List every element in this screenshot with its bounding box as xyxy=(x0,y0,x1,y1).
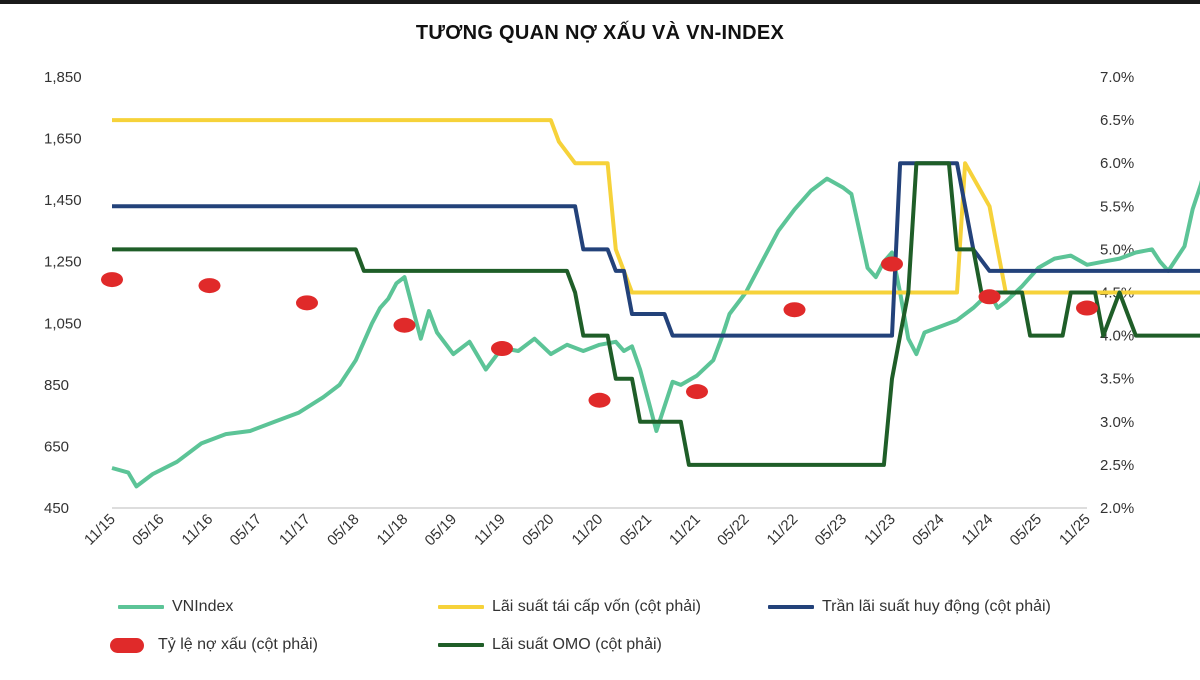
npl-point xyxy=(296,295,318,311)
npl-point xyxy=(393,317,416,333)
right-tick-label: 4.0% xyxy=(1100,328,1134,345)
npl-point xyxy=(881,256,903,272)
left-tick-label: 850 xyxy=(44,377,69,394)
left-axis-ticks: 1,850 1,650 1,450 1,250 1,050 850 650 450 xyxy=(44,69,82,517)
x-tick-label: 05/18 xyxy=(324,511,363,550)
npl-point xyxy=(686,384,708,400)
series-layer xyxy=(111,118,1200,489)
x-tick-label: 05/21 xyxy=(617,511,656,550)
right-tick-label: 2.0% xyxy=(1100,500,1134,517)
x-tick-label: 11/19 xyxy=(471,511,509,549)
x-tick-label: 11/23 xyxy=(861,511,899,549)
left-tick-label: 1,450 xyxy=(44,192,82,209)
right-axis-ticks: 7.0%6.5%6.0%5.5%5.0%4.5%4.0%3.5%3.0%2.5%… xyxy=(1100,69,1134,517)
right-tick-label: 2.5% xyxy=(1100,457,1134,474)
left-tick-label: 1,050 xyxy=(44,315,82,332)
npl-point xyxy=(198,278,221,294)
x-tick-label: 05/25 xyxy=(1007,511,1046,550)
series-vnindex-line xyxy=(111,176,1200,489)
x-tick-label: 05/24 xyxy=(909,511,948,550)
x-tick-label: 11/16 xyxy=(179,511,217,549)
x-tick-label: 05/16 xyxy=(129,511,168,550)
x-tick-label: 11/24 xyxy=(959,511,997,549)
right-tick-label: 5.5% xyxy=(1100,198,1134,215)
npl-point xyxy=(588,392,611,408)
x-tick-label: 11/21 xyxy=(666,511,704,549)
npl-point xyxy=(101,272,123,288)
chart-title: TƯƠNG QUAN NỢ XẤU VÀ VN-INDEX xyxy=(415,22,785,44)
left-tick-label: 1,250 xyxy=(44,254,82,271)
npl-markers xyxy=(101,256,1098,408)
right-tick-label: 6.0% xyxy=(1100,155,1134,172)
x-tick-label: 05/17 xyxy=(227,511,266,550)
npl-point xyxy=(1076,300,1098,316)
right-tick-label: 5.0% xyxy=(1100,241,1134,258)
series-deposit-cap-line xyxy=(112,161,1200,338)
x-tick-label: 05/22 xyxy=(714,511,753,550)
x-tick-label: 11/25 xyxy=(1056,511,1094,549)
left-tick-label: 450 xyxy=(44,500,69,517)
npl-point xyxy=(978,289,1001,305)
left-tick-label: 1,850 xyxy=(44,69,82,86)
npl-point xyxy=(491,341,513,357)
x-axis-ticks: 11/15 05/16 11/16 05/17 11/17 05/18 11/18 05/19… xyxy=(81,511,1094,550)
x-tick-label: 11/22 xyxy=(764,511,802,549)
right-tick-label: 3.5% xyxy=(1100,371,1134,388)
right-tick-label: 6.5% xyxy=(1100,112,1134,129)
x-tick-label: 05/20 xyxy=(519,511,558,550)
left-tick-label: 1,650 xyxy=(44,131,82,148)
x-tick-label: 11/15 xyxy=(81,511,119,549)
npl-point xyxy=(783,302,806,318)
series-refinancing-line xyxy=(112,118,1200,295)
x-tick-label: 05/23 xyxy=(812,511,851,550)
top-border xyxy=(0,0,1200,4)
x-tick-label: 05/19 xyxy=(422,511,461,550)
x-tick-label: 11/18 xyxy=(374,511,412,549)
series-omo-line xyxy=(112,161,1200,467)
right-tick-label: 7.0% xyxy=(1100,69,1134,86)
x-tick-label: 11/20 xyxy=(569,511,607,549)
right-tick-label: 3.0% xyxy=(1100,414,1134,431)
left-tick-label: 650 xyxy=(44,438,69,455)
x-tick-label: 11/17 xyxy=(276,511,314,549)
